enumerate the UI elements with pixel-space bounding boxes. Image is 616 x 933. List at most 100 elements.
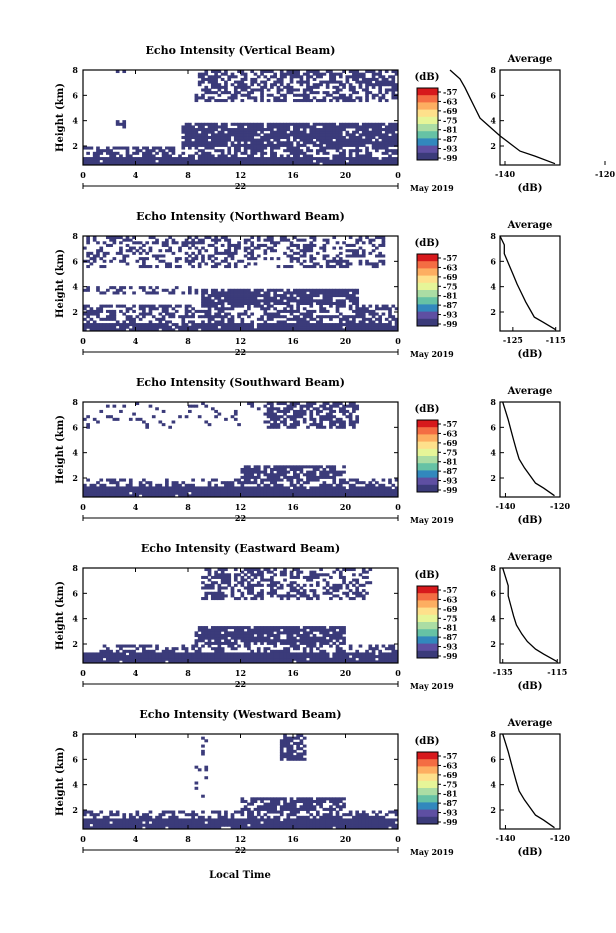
heatmap-cell [339, 489, 343, 492]
heatmap-cell [313, 131, 317, 134]
heatmap-cell [257, 83, 261, 86]
heatmap-cell [329, 634, 333, 637]
heatmap-cell [237, 631, 241, 634]
heatmap-cell [267, 484, 271, 487]
heatmap-cell [257, 247, 261, 250]
heatmap-cell [113, 655, 117, 658]
heatmap-cell [132, 650, 136, 653]
heatmap-cell [201, 294, 205, 297]
heatmap-cell [162, 310, 166, 313]
heatmap-cell [352, 320, 356, 323]
heatmap-cell [204, 152, 208, 155]
heatmap-cell [263, 313, 267, 316]
heatmap-cell [241, 489, 245, 492]
heatmap-cell [185, 315, 189, 318]
heatmap-cell [313, 289, 317, 292]
heatmap-cell [326, 486, 330, 489]
heatmap-cell [234, 631, 238, 634]
heatmap-cell [290, 642, 294, 645]
heatmap-cell [260, 323, 264, 326]
heatmap-cell [172, 489, 176, 492]
heatmap-cell [119, 305, 123, 308]
heatmap-cell [116, 289, 120, 292]
heatmap-cell [103, 149, 107, 152]
heatmap-cell [332, 154, 336, 157]
heatmap-cell [270, 471, 274, 474]
heatmap-cell [106, 489, 110, 492]
heatmap-cell [218, 323, 222, 326]
heatmap-cell [339, 634, 343, 637]
heatmap-cell [221, 571, 225, 574]
heatmap-cell [244, 297, 248, 300]
heatmap-cell [227, 265, 231, 268]
heatmap-cell [388, 123, 392, 126]
heatmap-cell [323, 426, 327, 429]
heatmap-cell [247, 291, 251, 294]
heatmap-cell [378, 141, 382, 144]
heatmap-cell [191, 128, 195, 131]
heatmap-cell [300, 642, 304, 645]
heatmap-cell [227, 484, 231, 487]
heatmap-cell [342, 289, 346, 292]
heatmap-cell [329, 426, 333, 429]
colorbar-band [417, 102, 438, 110]
heatmap-cell [293, 323, 297, 326]
heatmap-cell [352, 479, 356, 482]
y-tick-label: 2 [72, 141, 78, 151]
heatmap-cell [336, 141, 340, 144]
heatmap-cell [290, 254, 294, 257]
x-tick-label: 4 [133, 336, 139, 346]
heatmap-cell [103, 650, 107, 653]
heatmap-cell [191, 157, 195, 160]
heatmap-cell [349, 420, 353, 423]
heatmap-cell [332, 626, 336, 629]
heatmap-cell [260, 652, 264, 655]
heatmap-cell [257, 592, 261, 595]
heatmap-cell [241, 476, 245, 479]
heatmap-cell [355, 313, 359, 316]
heatmap-cell [234, 81, 238, 84]
heatmap-cell [346, 96, 350, 99]
heatmap-cell [257, 489, 261, 492]
heatmap-cell [208, 318, 212, 321]
heatmap-cell [309, 589, 313, 592]
heatmap-cell [145, 147, 149, 150]
heatmap-cell [132, 252, 136, 255]
heatmap-cell [191, 655, 195, 658]
heatmap-cell [372, 86, 376, 89]
heatmap-cell [316, 573, 320, 576]
heatmap-cell [270, 589, 274, 592]
heatmap-cell [303, 326, 307, 329]
heatmap-cell [280, 123, 284, 126]
heatmap-cell [359, 99, 363, 102]
heatmap-cell [96, 286, 100, 289]
heatmap-cell [300, 320, 304, 323]
heatmap-cell [290, 418, 294, 421]
heatmap-cell [254, 123, 258, 126]
heatmap-cell [277, 265, 281, 268]
heatmap-cell [165, 305, 169, 308]
heatmap-cell [339, 626, 343, 629]
colorbar-band [417, 146, 438, 154]
heatmap-cell [309, 294, 313, 297]
heatmap-cell [103, 486, 107, 489]
colorbar-band [417, 593, 438, 601]
y-tick-label: 8 [72, 65, 78, 75]
heatmap-cell [346, 78, 350, 81]
heatmap-cell [188, 260, 192, 263]
heatmap-cell [352, 318, 356, 321]
heatmap-cell [339, 484, 343, 487]
heatmap-cell [286, 584, 290, 587]
heatmap-cell [296, 584, 300, 587]
heatmap-cell [385, 157, 389, 160]
heatmap-cell [306, 320, 310, 323]
heatmap-cell [155, 326, 159, 329]
heatmap-cell [241, 576, 245, 579]
heatmap-cell [204, 128, 208, 131]
heatmap-cell [332, 652, 336, 655]
heatmap-cell [372, 323, 376, 326]
heatmap-cell [378, 307, 382, 310]
heatmap-cell [323, 323, 327, 326]
heatmap-cell [306, 265, 310, 268]
heatmap-cell [329, 489, 333, 492]
